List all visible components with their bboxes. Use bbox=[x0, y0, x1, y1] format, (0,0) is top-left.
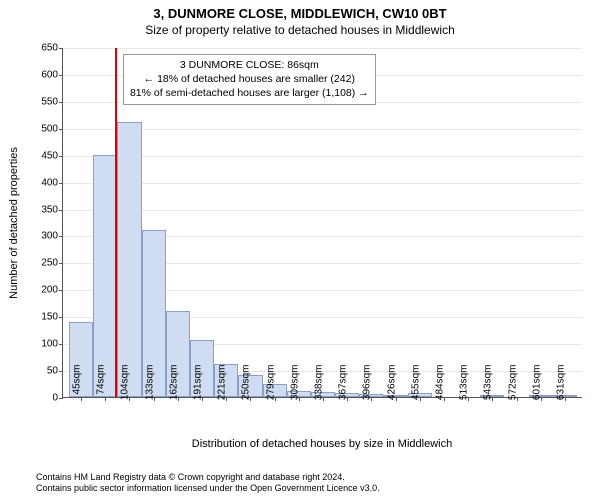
x-tick-label: 338sqm bbox=[314, 365, 325, 405]
x-tick-label: 221sqm bbox=[217, 365, 228, 405]
y-tick-label: 450 bbox=[41, 150, 63, 161]
x-tick-label: 104sqm bbox=[120, 365, 131, 405]
page-title: 3, DUNMORE CLOSE, MIDDLEWICH, CW10 0BT bbox=[0, 0, 600, 21]
x-tick-label: 396sqm bbox=[362, 365, 373, 405]
x-tick-label: 367sqm bbox=[338, 365, 349, 405]
x-tick-label: 309sqm bbox=[289, 365, 300, 405]
reference-line bbox=[115, 48, 117, 397]
histogram-bar bbox=[93, 155, 117, 397]
footer-line1: Contains HM Land Registry data © Crown c… bbox=[36, 472, 380, 483]
x-tick-label: 513sqm bbox=[459, 365, 470, 405]
y-tick-label: 550 bbox=[41, 96, 63, 107]
chart-subtitle: Size of property relative to detached ho… bbox=[0, 21, 600, 37]
y-tick-label: 500 bbox=[41, 123, 63, 134]
callout-box: 3 DUNMORE CLOSE: 86sqm← 18% of detached … bbox=[123, 54, 376, 105]
y-axis-label: Number of detached properties bbox=[8, 147, 20, 299]
y-tick-label: 650 bbox=[41, 43, 63, 54]
y-tick-label: 600 bbox=[41, 69, 63, 80]
x-tick-label: 426sqm bbox=[386, 365, 397, 405]
gridline bbox=[63, 48, 582, 49]
y-tick-label: 100 bbox=[41, 339, 63, 350]
callout-line2: ← 18% of detached houses are smaller (24… bbox=[130, 72, 369, 86]
y-tick-label: 250 bbox=[41, 258, 63, 269]
x-axis-label: Distribution of detached houses by size … bbox=[62, 438, 582, 450]
histogram-bar bbox=[117, 122, 141, 397]
footer-attribution: Contains HM Land Registry data © Crown c… bbox=[36, 472, 380, 495]
footer-line2: Contains public sector information licen… bbox=[36, 483, 380, 494]
y-tick-label: 200 bbox=[41, 285, 63, 296]
y-tick-label: 50 bbox=[47, 366, 63, 377]
x-tick-label: 45sqm bbox=[72, 365, 83, 405]
histogram-chart: 0501001502002503003504004505005506006504… bbox=[62, 48, 582, 398]
x-tick-label: 133sqm bbox=[144, 365, 155, 405]
y-tick-label: 150 bbox=[41, 312, 63, 323]
x-tick-label: 484sqm bbox=[434, 365, 445, 405]
y-tick-label: 400 bbox=[41, 177, 63, 188]
x-tick-label: 455sqm bbox=[410, 365, 421, 405]
y-tick-label: 300 bbox=[41, 231, 63, 242]
y-tick-label: 350 bbox=[41, 204, 63, 215]
x-tick-label: 191sqm bbox=[193, 365, 204, 405]
x-tick-label: 250sqm bbox=[241, 365, 252, 405]
x-tick-label: 74sqm bbox=[96, 365, 107, 405]
callout-line1: 3 DUNMORE CLOSE: 86sqm bbox=[130, 58, 369, 72]
callout-line3: 81% of semi-detached houses are larger (… bbox=[130, 86, 369, 100]
x-tick-label: 279sqm bbox=[265, 365, 276, 405]
x-tick-label: 572sqm bbox=[507, 365, 518, 405]
x-tick-label: 543sqm bbox=[483, 365, 494, 405]
x-tick-label: 601sqm bbox=[531, 365, 542, 405]
x-tick-label: 162sqm bbox=[168, 365, 179, 405]
y-tick-label: 0 bbox=[52, 393, 63, 404]
x-tick-label: 631sqm bbox=[555, 365, 566, 405]
